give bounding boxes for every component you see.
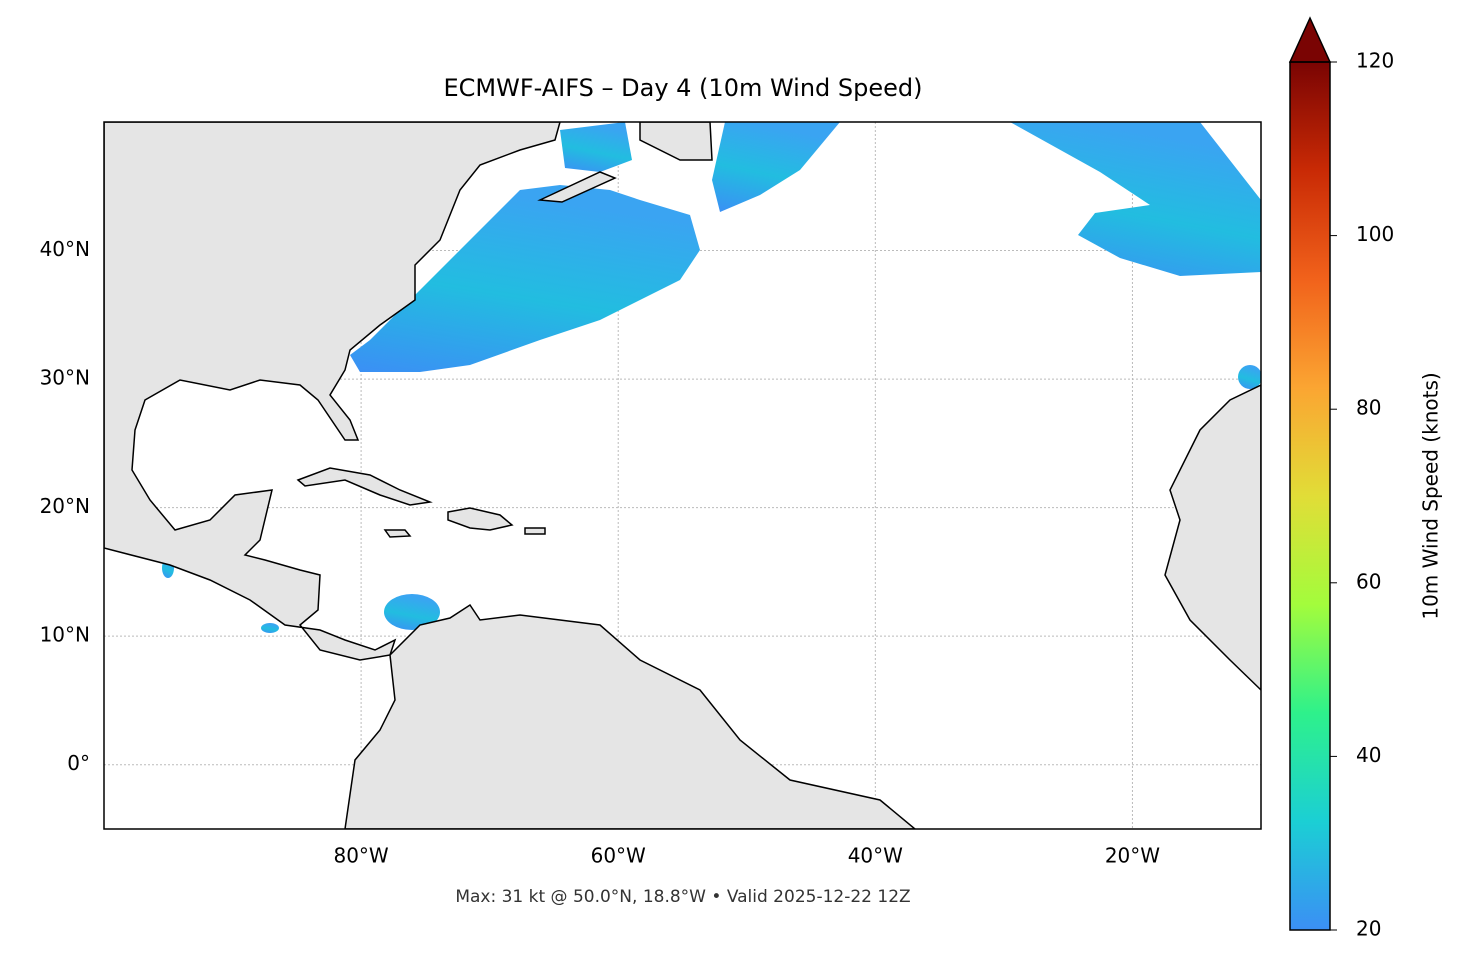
wind-area <box>1238 365 1261 389</box>
colorbar-tick-label: 80 <box>1356 396 1381 420</box>
colorbar-frame <box>1289 61 1331 931</box>
africa <box>1164 384 1261 692</box>
wind-area <box>350 185 700 372</box>
x-tick-label: 80°W <box>333 844 388 868</box>
cuba <box>296 467 433 506</box>
colorbar-extend <box>1288 16 1332 63</box>
colorbar-label: 10m Wind Speed (knots) <box>1419 372 1443 619</box>
wind-area <box>560 122 632 172</box>
hispaniola <box>447 507 514 531</box>
colorbar-tick-label: 60 <box>1356 569 1381 593</box>
y-tick-label: 20°N <box>40 494 90 518</box>
wind-area <box>712 122 840 212</box>
x-tick-label: 60°W <box>591 844 646 868</box>
newfoundland <box>639 122 713 161</box>
colorbar-tick-label: 100 <box>1356 222 1394 246</box>
colorbar-tick-label: 120 <box>1356 49 1394 73</box>
map-title: ECMWF-AIFS – Day 4 (10m Wind Speed) <box>443 74 922 102</box>
nova-scotia <box>537 171 617 203</box>
wind-area <box>384 594 440 630</box>
y-tick-label: 10°N <box>40 623 90 647</box>
footnote: Max: 31 kt @ 50.0°N, 18.8°W • Valid 2025… <box>455 887 910 907</box>
colorbar-scale <box>1290 62 1330 930</box>
map-frame <box>103 121 1262 830</box>
x-tick-label: 40°W <box>848 844 903 868</box>
wind-area <box>261 623 279 633</box>
colorbar: 20 40 60 80 100 120 <box>1288 16 1394 941</box>
y-tick-label: 40°N <box>40 237 90 261</box>
colorbar-tick-label: 20 <box>1356 917 1381 941</box>
x-tick-label: 20°W <box>1105 844 1160 868</box>
map-area <box>104 122 1261 829</box>
south-america <box>344 603 917 829</box>
north-america <box>104 122 561 661</box>
puerto-rico <box>524 527 546 535</box>
y-tick-label: 0° <box>67 751 90 775</box>
jamaica <box>383 529 412 538</box>
y-tick-label: 30°N <box>40 366 90 390</box>
colorbar-tick-label: 40 <box>1356 743 1381 767</box>
wind-area <box>1010 122 1261 276</box>
